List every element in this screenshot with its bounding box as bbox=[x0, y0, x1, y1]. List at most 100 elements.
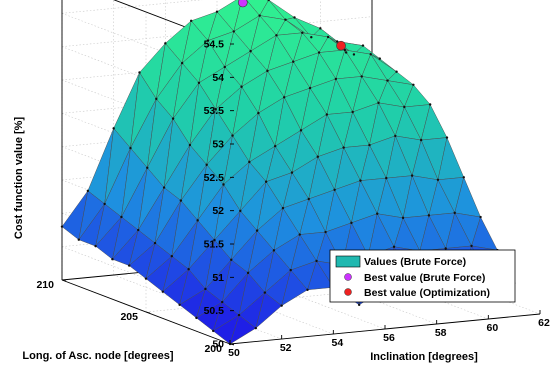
data-point bbox=[213, 238, 216, 242]
data-point bbox=[246, 271, 250, 275]
data-point bbox=[436, 178, 440, 181]
data-point bbox=[377, 101, 380, 105]
surface-facet bbox=[255, 292, 283, 329]
data-point bbox=[292, 60, 295, 63]
z-tick-label: 54.5 bbox=[204, 39, 225, 51]
data-point bbox=[395, 70, 398, 73]
data-point bbox=[86, 189, 90, 193]
data-point bbox=[212, 329, 215, 333]
z-tick-label: 53.5 bbox=[204, 105, 225, 117]
data-point bbox=[385, 176, 388, 180]
data-point bbox=[171, 117, 175, 120]
data-point bbox=[197, 81, 201, 85]
data-point bbox=[195, 316, 198, 320]
x-tick-label: 54 bbox=[331, 337, 343, 349]
data-point bbox=[254, 326, 258, 330]
data-point bbox=[289, 268, 292, 272]
data-point bbox=[310, 36, 313, 39]
y-axis-label: Long. of Asc. node [degrees] bbox=[22, 350, 173, 362]
legend-marker-optim bbox=[344, 288, 352, 296]
y-tick-label: 200 bbox=[204, 343, 222, 355]
data-point bbox=[94, 244, 97, 248]
y-tick-mark bbox=[61, 279, 67, 282]
data-point bbox=[204, 287, 207, 291]
x-tick-label: 60 bbox=[486, 322, 498, 334]
data-point bbox=[335, 40, 339, 43]
data-point bbox=[60, 225, 64, 228]
data-point bbox=[196, 219, 199, 222]
data-point bbox=[361, 44, 365, 47]
data-point bbox=[215, 10, 219, 13]
z-tick-label: 50.5 bbox=[204, 305, 225, 317]
z-tick-label: 52.5 bbox=[204, 172, 225, 184]
data-point bbox=[128, 264, 131, 267]
data-point bbox=[189, 19, 193, 23]
data-point bbox=[394, 134, 397, 138]
surface-facet bbox=[307, 260, 334, 291]
data-point bbox=[283, 96, 286, 99]
data-point bbox=[350, 221, 353, 225]
legend-label-surface: Values (Brute Force) bbox=[364, 256, 466, 268]
data-point bbox=[306, 288, 309, 292]
data-point bbox=[419, 138, 423, 142]
data-point bbox=[161, 290, 164, 293]
data-point bbox=[427, 214, 431, 217]
data-point bbox=[479, 215, 482, 219]
data-point bbox=[249, 49, 252, 53]
x-tick-label: 50 bbox=[228, 347, 240, 359]
best-markers bbox=[238, 0, 346, 51]
data-point bbox=[392, 245, 396, 248]
data-point bbox=[237, 313, 241, 317]
surface-facet bbox=[281, 269, 308, 307]
x-tick-label: 62 bbox=[538, 317, 550, 329]
data-point bbox=[333, 188, 336, 191]
data-point bbox=[155, 97, 158, 101]
legend-label-brute: Best value (Brute Force) bbox=[364, 272, 485, 284]
data-point bbox=[453, 211, 456, 215]
data-point bbox=[77, 238, 81, 241]
data-point bbox=[410, 174, 414, 177]
data-point bbox=[221, 300, 224, 304]
y-tick-label: 210 bbox=[36, 279, 54, 291]
data-point bbox=[248, 160, 251, 164]
data-point bbox=[470, 244, 473, 248]
data-point bbox=[293, 16, 296, 19]
legend-marker-brute bbox=[344, 273, 352, 281]
data-point bbox=[223, 65, 226, 69]
data-point bbox=[324, 230, 327, 234]
data-point bbox=[344, 51, 348, 54]
legend-swatch-surface bbox=[335, 255, 361, 268]
z-tick-label: 54 bbox=[212, 72, 224, 84]
z-tick-label: 50 bbox=[212, 339, 224, 351]
data-point bbox=[178, 303, 181, 306]
data-point bbox=[264, 180, 268, 183]
data-point bbox=[368, 143, 371, 147]
data-point bbox=[316, 155, 319, 158]
data-point bbox=[144, 277, 148, 280]
best-value-optimization-marker bbox=[336, 40, 346, 51]
data-point bbox=[180, 61, 184, 65]
data-point bbox=[214, 108, 217, 111]
grid-line-z-back bbox=[61, 16, 373, 47]
y-tick-mark bbox=[145, 311, 151, 314]
data-point bbox=[112, 127, 115, 130]
data-point bbox=[129, 146, 132, 150]
data-point bbox=[206, 39, 210, 42]
z-tick-label: 53 bbox=[212, 139, 224, 151]
data-point bbox=[342, 146, 345, 149]
x-axis-label: Inclination [degrees] bbox=[370, 351, 478, 363]
surface-facet bbox=[229, 314, 257, 345]
data-point bbox=[179, 199, 183, 202]
best-value-brute-force-marker bbox=[238, 0, 248, 8]
legend-label-optim: Best value (Optimization) bbox=[364, 287, 490, 299]
y-tick-label: 205 bbox=[120, 311, 138, 323]
z-axis-label: Cost function value [%] bbox=[13, 117, 25, 240]
data-point bbox=[153, 241, 157, 245]
data-point bbox=[412, 83, 415, 86]
data-point bbox=[103, 202, 106, 206]
data-point bbox=[258, 14, 261, 17]
data-point bbox=[281, 206, 285, 210]
data-point bbox=[360, 75, 363, 78]
data-point bbox=[164, 42, 167, 45]
data-point bbox=[266, 69, 269, 73]
